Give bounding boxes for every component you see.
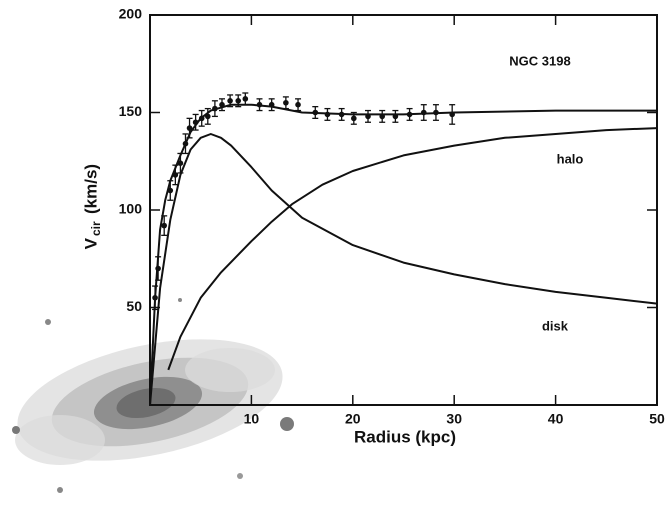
y-tick-label: 150 [119,103,143,119]
y-axis-subscript: cir [89,221,103,236]
curve [149,133,658,406]
y-axis-title: V cir (km/s) [81,164,103,249]
data-point [283,99,289,106]
galaxy-label: NGC 3198 [509,53,570,68]
x-tick-label: 40 [548,411,564,427]
x-tick-label: 10 [244,411,260,427]
curve [167,127,658,371]
y-axis-unit: (km/s) [81,164,100,214]
curve-label: halo [557,151,584,166]
data-point [227,98,233,104]
y-axis-symbol: V [81,237,100,249]
data-point [242,96,249,102]
data-point [161,222,167,229]
data-point [235,98,242,104]
y-tick-label: 50 [126,298,142,314]
data-point [351,115,357,122]
curve [149,103,657,406]
x-tick-label: 30 [446,411,462,427]
x-tick-label: 50 [649,411,665,427]
curve-label: disk [542,318,569,333]
data-point [186,125,193,131]
data-point [177,160,184,166]
data-point [295,101,301,108]
x-axis-title: Radius (kpc) [354,427,456,446]
y-tick-label: 200 [119,6,143,22]
y-tick-label: 100 [119,201,143,217]
x-tick-label: 20 [345,411,361,427]
